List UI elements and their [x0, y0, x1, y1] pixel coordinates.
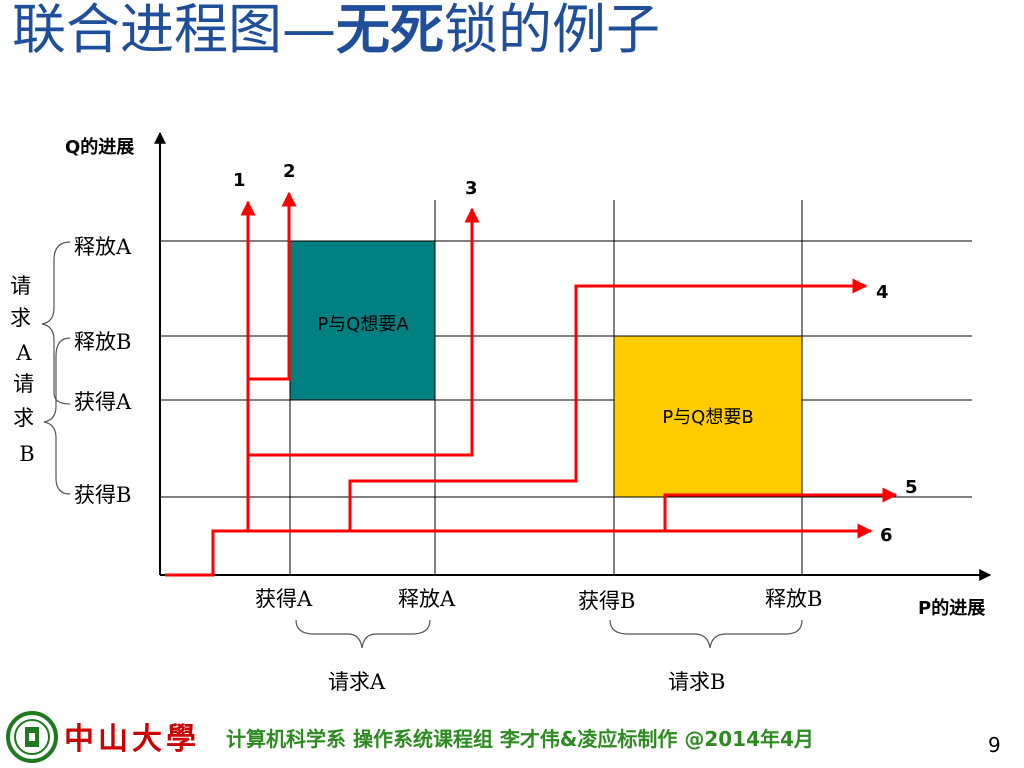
q-label-release-a: 释放A	[74, 235, 132, 259]
left-brace-request-a	[41, 241, 71, 405]
bottom-label-request-a: 请求A	[328, 670, 386, 694]
x-axis-label: P的进展	[918, 597, 986, 619]
q-label-acquire-a: 获得A	[74, 390, 132, 414]
left-label-request-a: 请 求 A	[10, 274, 38, 365]
page-number: 9	[988, 733, 1001, 757]
left-label-request-b: 请 求 B	[13, 372, 41, 466]
bottom-brace-request-b	[609, 619, 803, 649]
path-base	[165, 529, 248, 577]
path-5	[663, 487, 898, 531]
region-want-b-label: P与Q想要B	[662, 407, 753, 428]
path-label-4: 4	[876, 282, 889, 303]
path-label-2: 2	[283, 161, 296, 182]
footer: 中山大學 计算机科学系 操作系统课程组 李才伟&凌应标制作 @2014年4月 9	[0, 705, 1024, 768]
university-emblem-icon	[6, 711, 58, 763]
path-2	[248, 191, 297, 381]
path-label-5: 5	[905, 477, 918, 498]
path-3	[248, 207, 480, 457]
left-brace-request-b	[43, 337, 71, 495]
left-label-request-b-ch1: 请	[13, 372, 34, 396]
joint-progress-diagram: P与Q想要A P与Q想要B Q的进展 P的进展 释放A 释放B 获得A 获得B …	[10, 131, 992, 694]
left-label-request-a-ch1: 请	[10, 274, 31, 298]
slide-title: 联合进程图—无死锁的例子	[12, 0, 660, 66]
left-label-request-b-ch3: B	[19, 442, 34, 466]
p-label-release-a: 释放A	[398, 587, 456, 611]
region-want-a-label: P与Q想要A	[317, 314, 409, 335]
left-label-request-a-ch3: A	[15, 341, 32, 365]
q-label-acquire-b: 获得B	[74, 483, 131, 507]
bottom-label-request-b: 请求B	[668, 670, 725, 694]
p-label-acquire-b: 获得B	[578, 589, 635, 613]
title-part3: 锁的例子	[444, 0, 660, 61]
q-label-release-b: 释放B	[74, 330, 131, 354]
y-axis-label: Q的进展	[65, 136, 135, 158]
p-label-release-b: 释放B	[765, 587, 822, 611]
grid-lines	[160, 200, 972, 575]
bottom-brace-request-a	[295, 619, 431, 649]
university-logo-text: 中山大學	[64, 722, 200, 757]
footer-credit: 计算机科学系 操作系统课程组 李才伟&凌应标制作 @2014年4月	[226, 727, 814, 751]
path-4	[348, 278, 868, 531]
title-part1: 联合进程图—	[12, 0, 336, 61]
path-label-1: 1	[233, 170, 246, 191]
left-label-request-b-ch2: 求	[13, 406, 34, 430]
left-label-request-a-ch2: 求	[10, 306, 31, 330]
p-label-acquire-a: 获得A	[255, 587, 313, 611]
title-part2: 无死	[336, 0, 444, 61]
path-label-6: 6	[880, 525, 893, 546]
region-want-b	[613, 335, 803, 498]
university-logo: 中山大學	[6, 711, 200, 763]
path-label-3: 3	[465, 178, 478, 199]
region-want-a	[289, 240, 436, 401]
